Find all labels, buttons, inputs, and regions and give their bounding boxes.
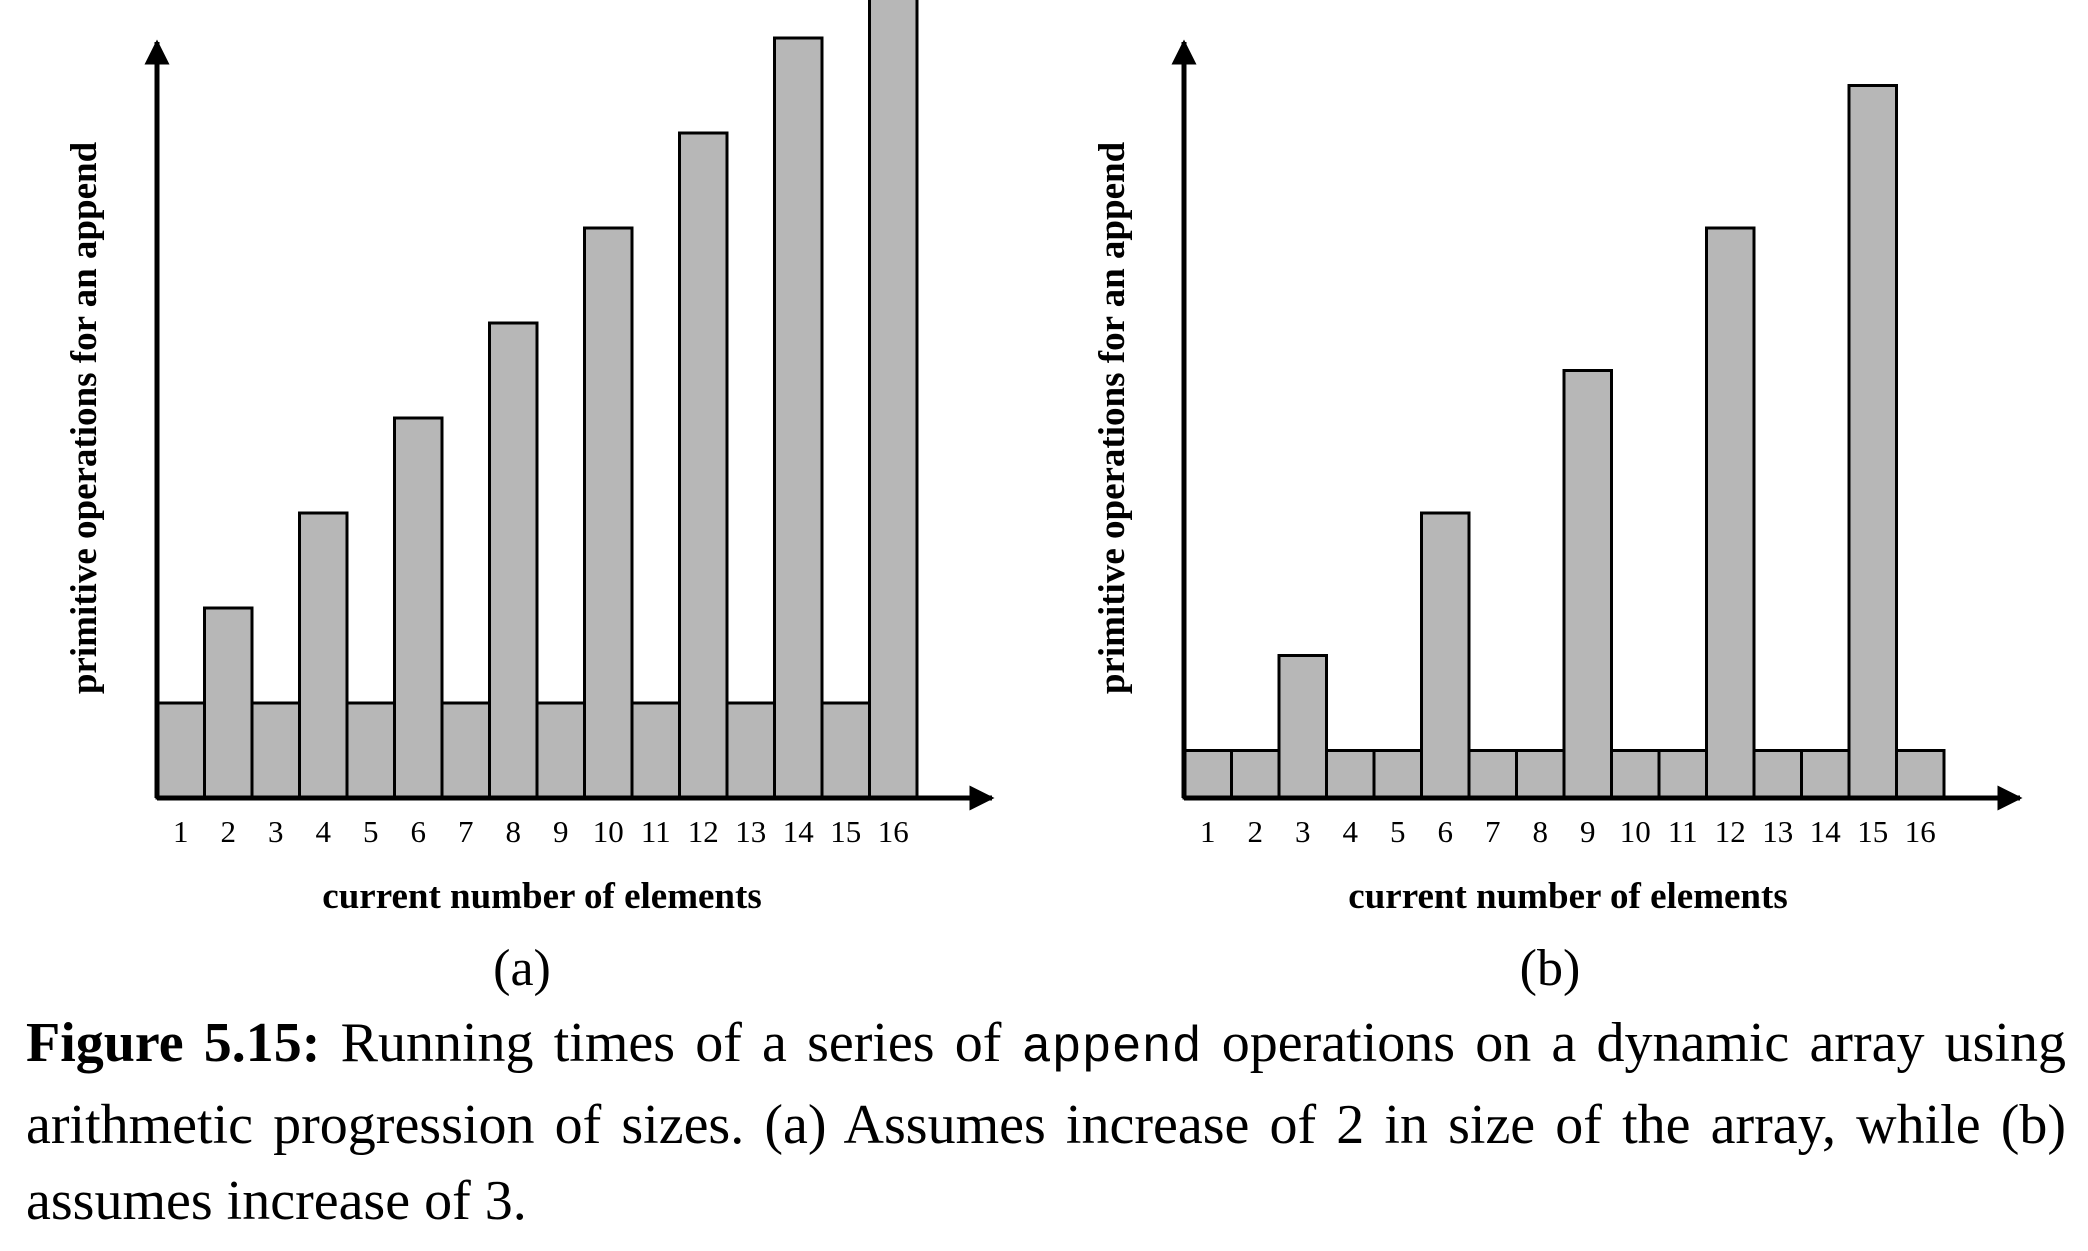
y-axis-label: primitive operations for an append [1092,141,1133,694]
bar-2 [1230,749,1281,800]
x-tick-label: 3 [1295,814,1311,849]
bar-5 [345,701,396,800]
x-tick-label: 7 [458,814,474,849]
x-tick-label: 13 [1762,814,1793,849]
x-tick-label: 14 [783,814,815,849]
y-axis-label: primitive operations for an append [64,141,105,694]
x-tick-label: 6 [1438,814,1454,849]
bar-14 [1800,749,1851,800]
x-tick-label: 11 [641,814,671,849]
x-tick-label: 6 [411,814,427,849]
bar-9 [1562,369,1613,800]
bar-9 [535,701,586,800]
bar-4 [1325,749,1376,800]
panel-label-a: (a) [493,940,551,997]
bar-15 [1847,84,1898,800]
x-tick-label: 2 [221,814,237,849]
caption-text-after: operations on a dynamic array using arit… [26,1012,2066,1232]
x-tick-label: 5 [363,814,379,849]
bar-11 [1657,749,1708,800]
bar-1 [155,701,206,800]
x-tick-label: 5 [1390,814,1406,849]
bar-series [155,0,919,800]
bar-3 [250,701,301,800]
figure-caption: Figure 5.15: Running times of a series o… [26,1005,2066,1239]
bar-12 [1705,226,1756,800]
bar-7 [440,701,491,800]
chart-panel-a: 1 2 3 4 5 6 7 8 9 10 11 12 13 14 15 16 current number o… [64,0,995,997]
bar-16 [1895,749,1946,800]
x-tick-label: 8 [506,814,522,849]
x-tick-label: 1 [1200,814,1216,849]
x-tick-label: 4 [1343,814,1359,849]
bar-13 [725,701,776,800]
x-tick-label: 9 [1580,814,1596,849]
bar-7 [1467,749,1518,800]
x-tick-label: 2 [1248,814,1264,849]
x-tick-label: 15 [830,814,861,849]
x-tick-label: 8 [1533,814,1549,849]
bar-11 [630,701,681,800]
x-axis-label: current number of elements [1348,876,1787,917]
bar-12 [678,131,729,800]
bar-10 [583,226,634,800]
x-axis-label: current number of elements [322,876,761,917]
bar-15 [820,701,871,800]
x-tick-label: 14 [1810,814,1842,849]
chart-panel-b: 1 2 3 4 5 6 7 8 9 10 11 12 13 14 15 16 current number o… [1092,39,2023,997]
x-tick-label: 7 [1485,814,1501,849]
bar-4 [298,511,349,800]
bar-5 [1372,749,1423,800]
bar-2 [203,606,254,800]
bar-6 [393,416,444,800]
bar-14 [773,36,824,800]
caption-code: append [1021,1020,1202,1077]
x-tick-label: 10 [1620,814,1651,849]
x-tick-label: 3 [268,814,284,849]
x-tick-label: 13 [735,814,766,849]
x-tick-label: 10 [593,814,624,849]
caption-label: Figure 5.15: [26,1012,321,1074]
x-tick-label: 12 [688,814,719,849]
x-tick-label: 16 [1905,814,1936,849]
x-tick-label: 9 [553,814,569,849]
x-tick-labels: 1 2 3 4 5 6 7 8 9 10 11 12 13 14 15 16 [173,814,909,849]
bar-16 [868,0,919,800]
bar-10 [1610,749,1661,800]
bar-3 [1277,654,1328,800]
caption-text-before: Running times of a series of [320,1012,1022,1074]
x-tick-label: 15 [1857,814,1888,849]
panel-label-b: (b) [1520,940,1581,997]
bar-1 [1182,749,1233,800]
bar-13 [1752,749,1803,800]
x-tick-label: 4 [316,814,332,849]
bar-6 [1420,511,1471,800]
x-tick-label: 11 [1668,814,1698,849]
bar-8 [488,321,539,800]
x-tick-labels: 1 2 3 4 5 6 7 8 9 10 11 12 13 14 15 16 [1200,814,1936,849]
bar-series [1182,84,1946,800]
x-tick-label: 16 [878,814,909,849]
x-tick-label: 12 [1715,814,1746,849]
x-tick-label: 1 [173,814,189,849]
bar-8 [1515,749,1566,800]
